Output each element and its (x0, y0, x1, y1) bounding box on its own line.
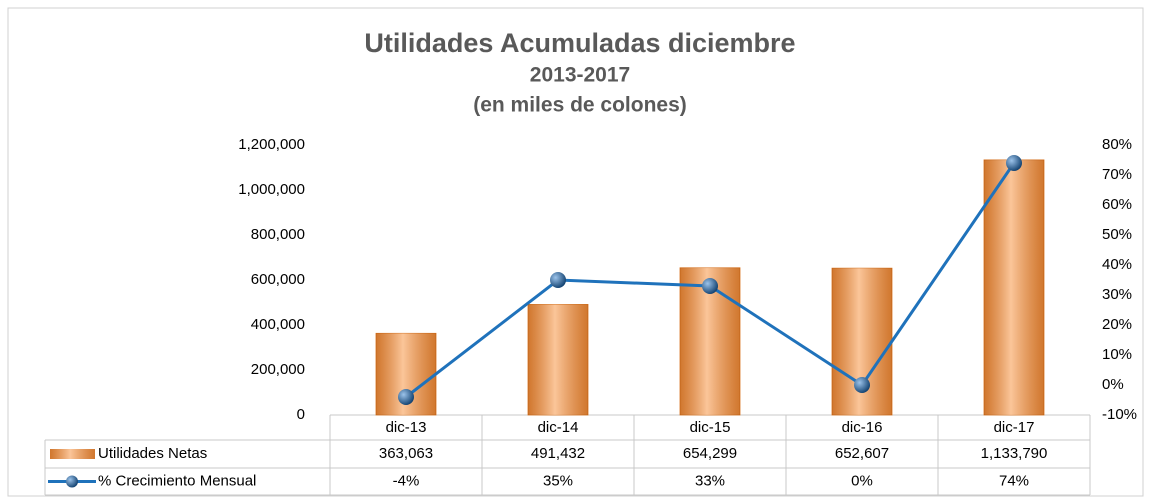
table-value: 74% (999, 472, 1029, 489)
y-tick-label: 400,000 (251, 316, 305, 333)
chart-title: Utilidades Acumuladas diciembre (364, 28, 795, 58)
bar-shine (528, 304, 588, 415)
y2-tick-label: 50% (1102, 226, 1132, 243)
chart-subtitle: (en miles de colones) (473, 94, 687, 117)
line-marker (398, 389, 414, 405)
table-value: 652,607 (835, 445, 889, 462)
table-value: -4% (393, 472, 420, 489)
table-value: 35% (543, 472, 573, 489)
line-marker (702, 278, 718, 294)
table-value: 491,432 (531, 445, 585, 462)
x-tick-label: dic-15 (690, 419, 731, 436)
legend-key-shine (50, 449, 95, 459)
legend-label: % Crecimiento Mensual (98, 472, 256, 489)
y2-tick-label: 20% (1102, 316, 1132, 333)
line-marker (854, 377, 870, 393)
y-tick-label: 800,000 (251, 226, 305, 243)
bar-shine (984, 159, 1044, 415)
legend-label: Utilidades Netas (98, 445, 207, 462)
table-value: 654,299 (683, 445, 737, 462)
y-tick-label: 1,000,000 (238, 181, 305, 198)
y-tick-label: 600,000 (251, 271, 305, 288)
y2-tick-label: 40% (1102, 256, 1132, 273)
y2-tick-label: 30% (1102, 286, 1132, 303)
y-tick-label: 0 (297, 406, 305, 423)
table-value: 363,063 (379, 445, 433, 462)
chart-subtitle: 2013-2017 (530, 64, 630, 87)
line-marker (1006, 155, 1022, 171)
y2-tick-label: 80% (1102, 136, 1132, 153)
y-tick-label: 200,000 (251, 361, 305, 378)
line-marker (550, 272, 566, 288)
y2-tick-label: -10% (1102, 406, 1137, 423)
x-tick-label: dic-13 (386, 419, 427, 436)
x-tick-label: dic-16 (842, 419, 883, 436)
y2-tick-label: 0% (1102, 376, 1124, 393)
legend-key-marker (66, 475, 78, 488)
y2-tick-label: 10% (1102, 346, 1132, 363)
table-value: 1,133,790 (981, 445, 1048, 462)
x-tick-label: dic-17 (994, 419, 1035, 436)
table-value: 0% (851, 472, 873, 489)
y-tick-label: 1,200,000 (238, 136, 305, 153)
x-tick-label: dic-14 (538, 419, 579, 436)
y2-tick-label: 70% (1102, 166, 1132, 183)
table-value: 33% (695, 472, 725, 489)
y2-tick-label: 60% (1102, 196, 1132, 213)
